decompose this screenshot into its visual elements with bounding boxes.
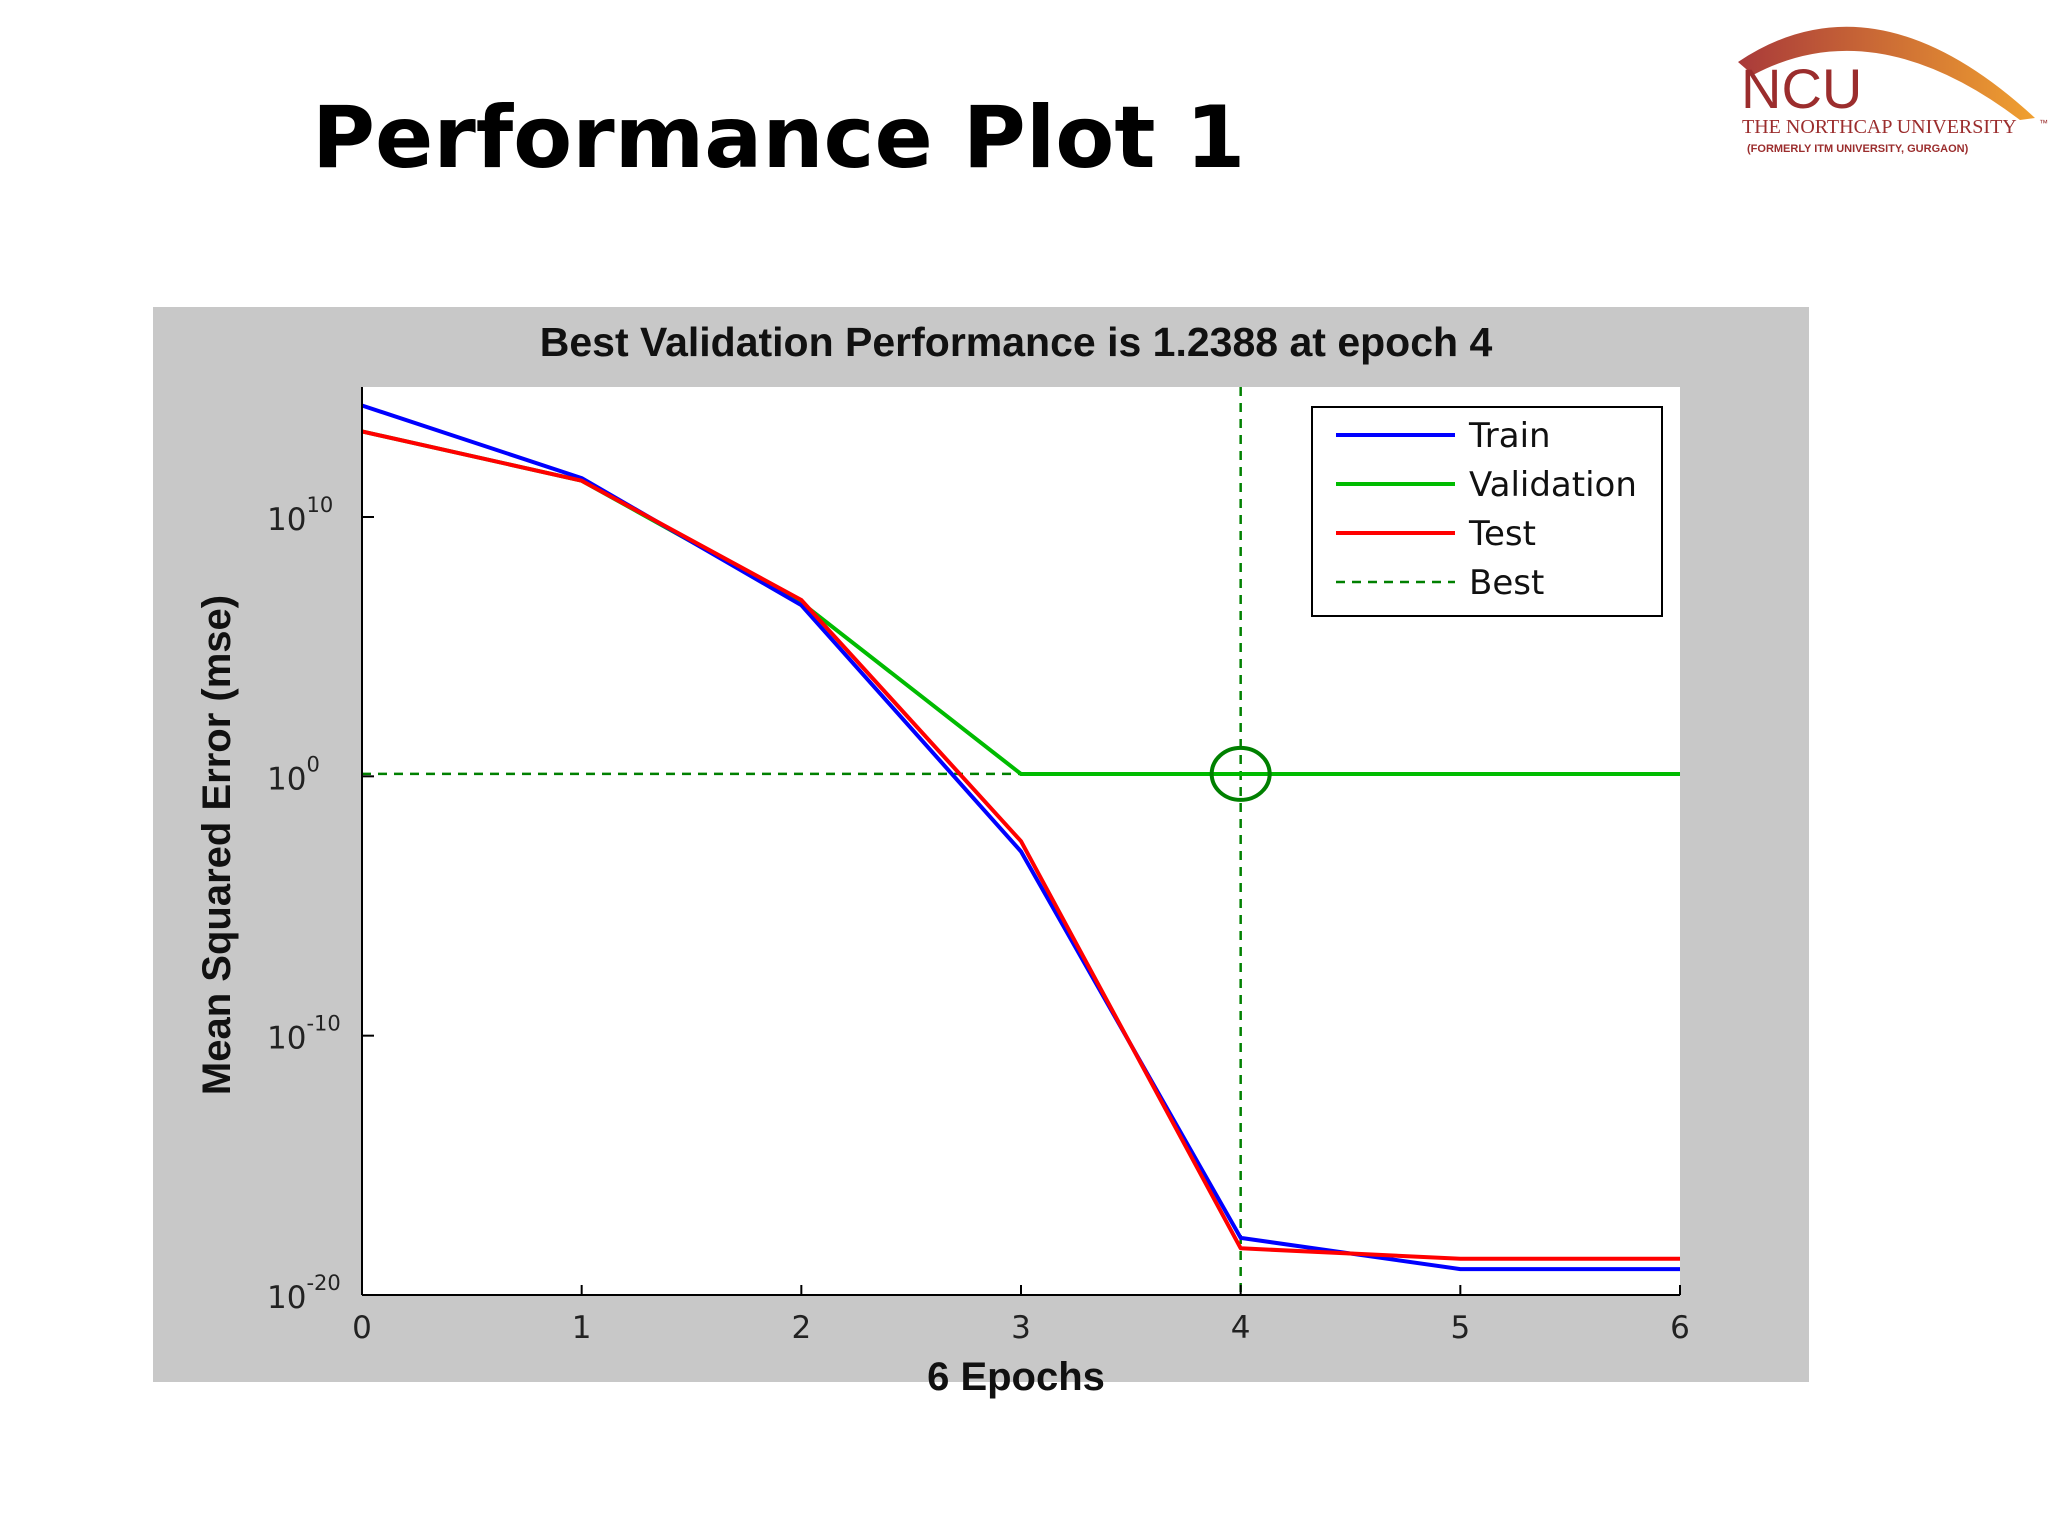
logo-university-name: THE NORTHCAP UNIVERSITY	[1742, 116, 2017, 138]
x-tick-label: 6	[1670, 1310, 1690, 1346]
ncu-logo: NCU THE NORTHCAP UNIVERSITY ™ (FORMERLY …	[1738, 26, 2048, 155]
chart-title: Best Validation Performance is 1.2388 at…	[540, 319, 1493, 365]
x-ticks: 0 1 2 3 4 5 6	[352, 1285, 1690, 1346]
y-tick-label: 100	[267, 752, 320, 797]
logo-tagline: (FORMERLY ITM UNIVERSITY, GURGAON)	[1747, 143, 1969, 155]
y-tick-label: 10-10	[267, 1012, 341, 1057]
x-tick-label: 0	[352, 1310, 372, 1346]
best-marker	[1209, 745, 1272, 802]
y-ticks: 1010 100 10-10 10-20	[267, 493, 374, 1316]
y-axis-label: Mean Squared Error (mse)	[195, 595, 239, 1095]
legend-label-train: Train	[1468, 416, 1551, 456]
x-tick-label: 1	[572, 1310, 592, 1346]
legend-label-test: Test	[1468, 514, 1536, 554]
x-axis-label: 6 Epochs	[927, 1355, 1105, 1399]
x-tick-label: 5	[1450, 1310, 1470, 1346]
legend-label-best: Best	[1469, 563, 1544, 603]
y-tick-label: 10-20	[267, 1271, 341, 1316]
x-tick-label: 3	[1011, 1310, 1031, 1346]
legend: Train Validation Test Best	[1311, 406, 1663, 617]
x-tick-label: 2	[791, 1310, 811, 1346]
y-tick-label: 1010	[267, 493, 333, 538]
legend-label-validation: Validation	[1469, 465, 1637, 505]
plot-area	[361, 387, 1681, 1295]
logo-arc	[1738, 26, 2035, 120]
slide-title: Performance Plot 1	[312, 88, 1246, 188]
logo-trademark: ™	[2039, 118, 2048, 128]
x-tick-label: 4	[1231, 1310, 1251, 1346]
logo-brand: NCU	[1741, 57, 1862, 120]
